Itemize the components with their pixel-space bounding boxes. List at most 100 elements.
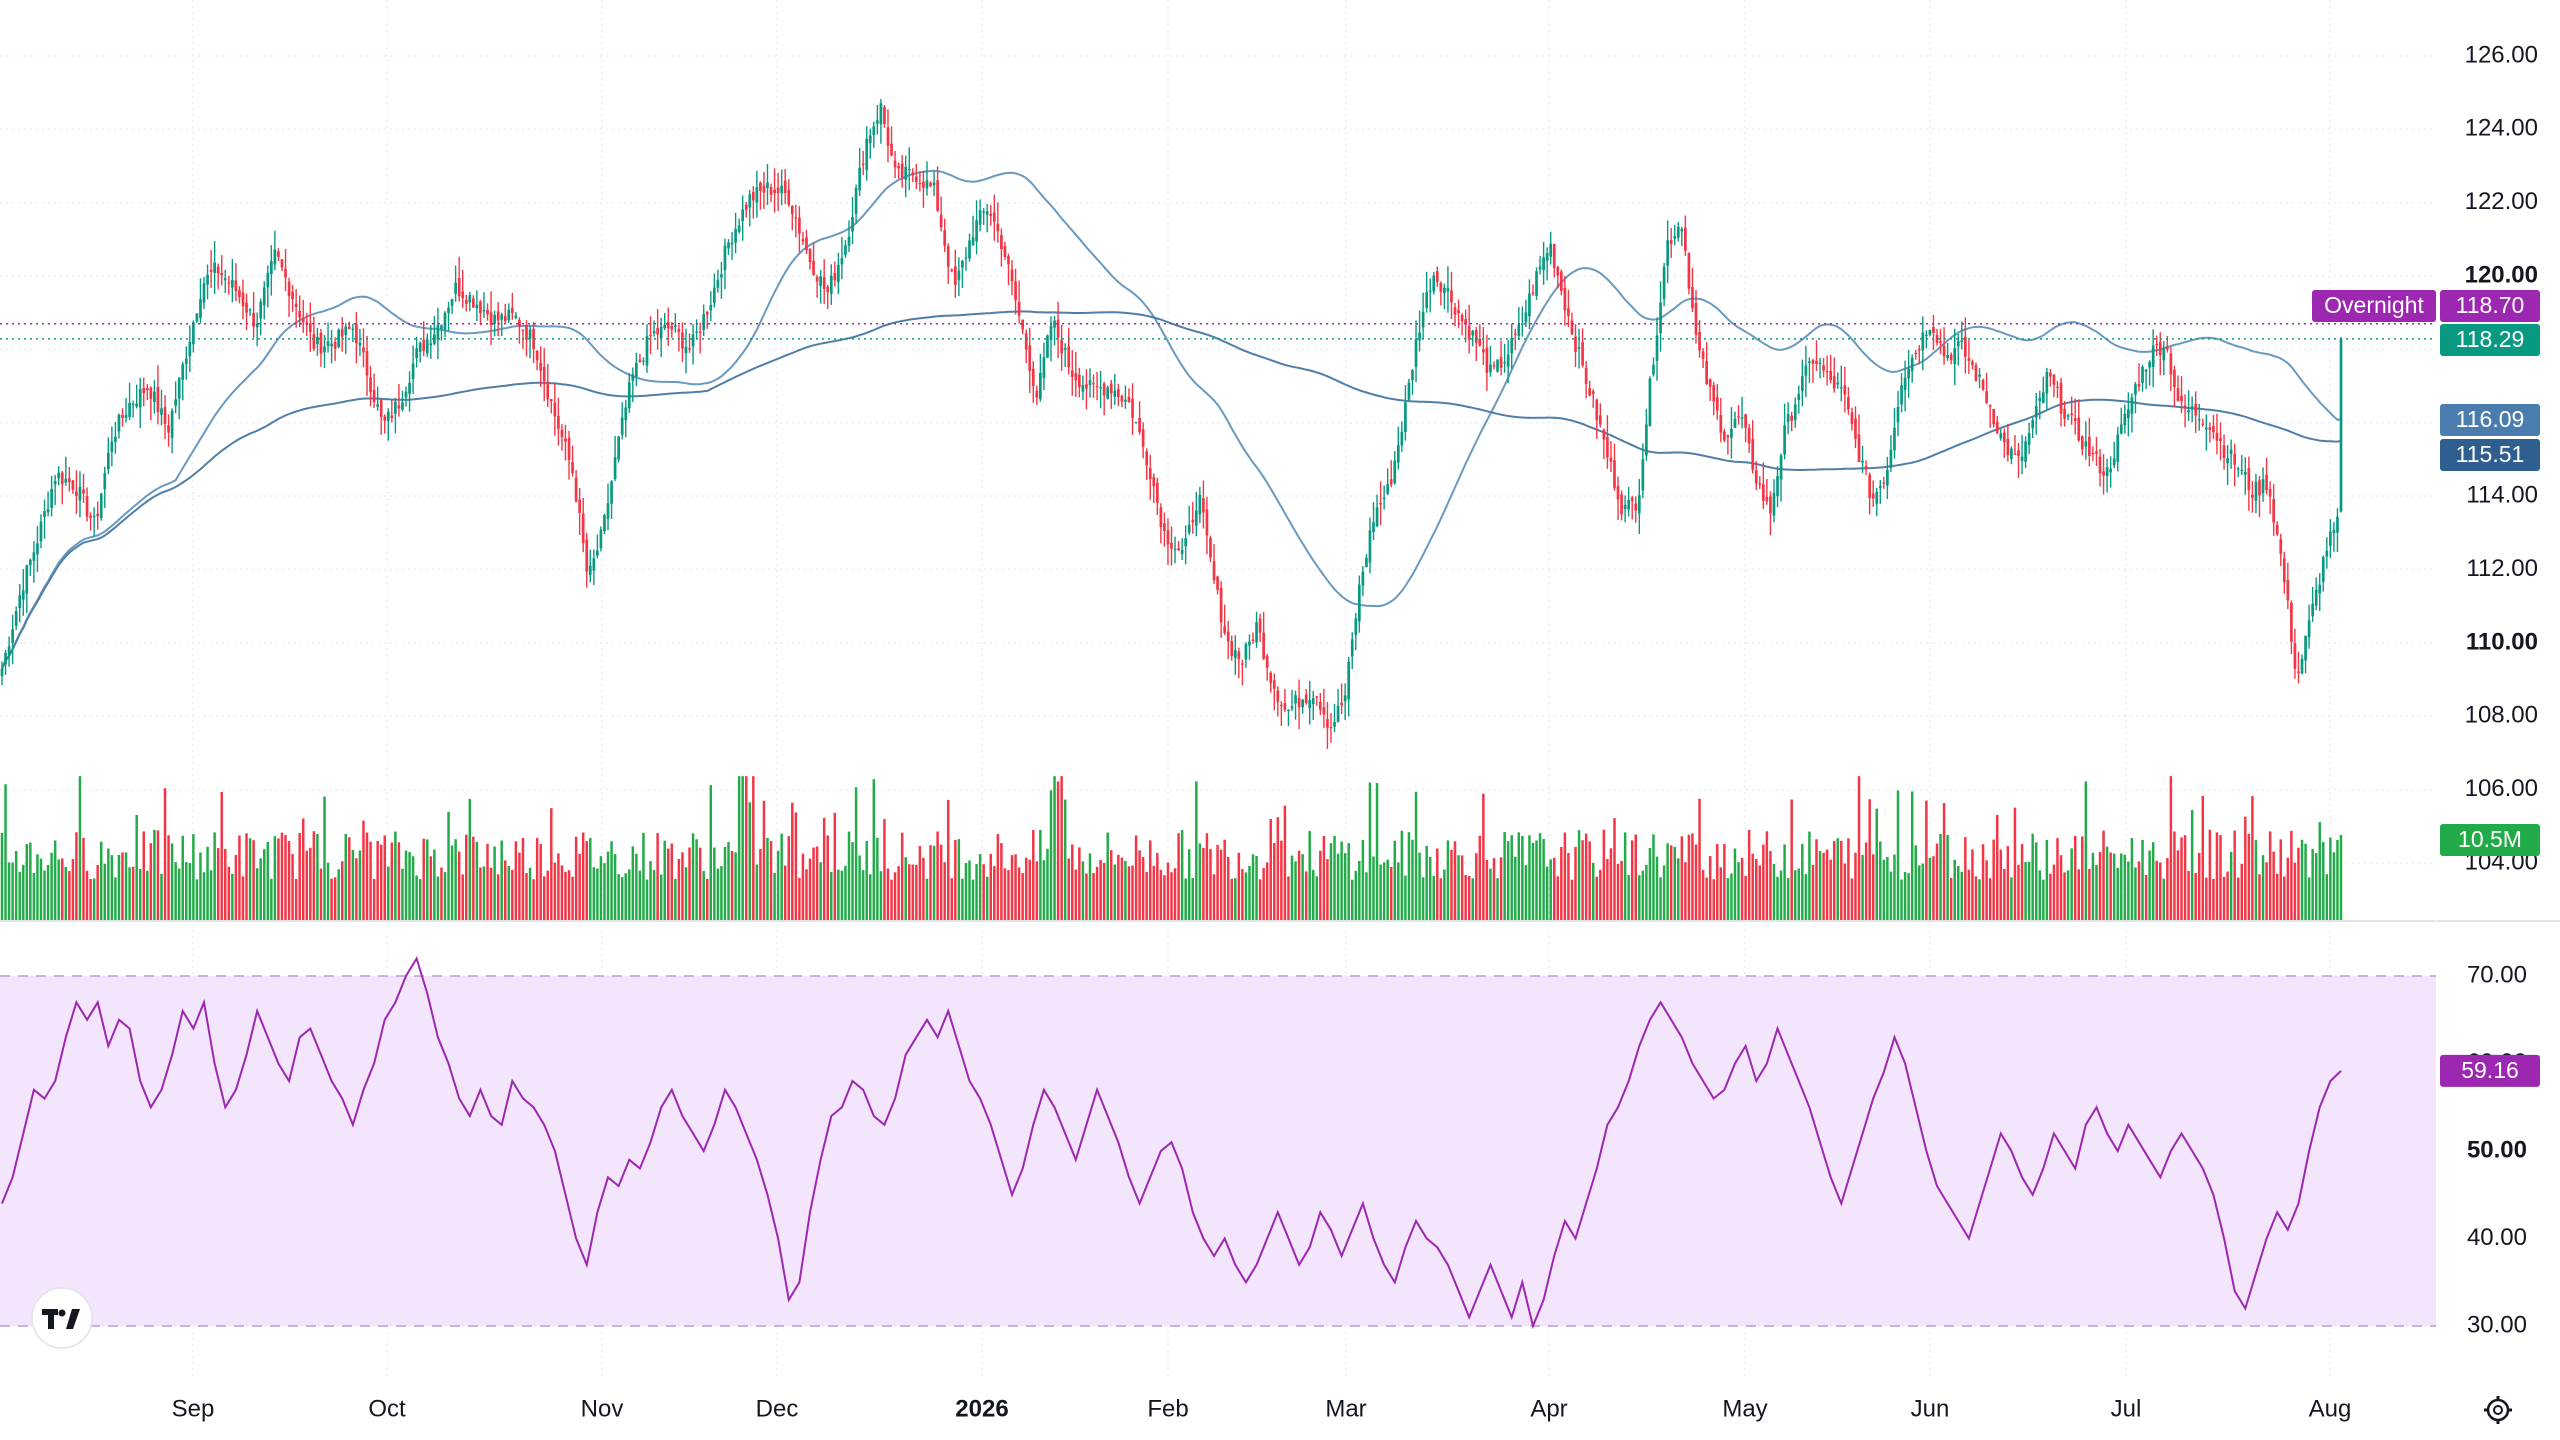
- candle-body: [2279, 539, 2283, 554]
- time-axis[interactable]: Sep Oct Nov Dec 2026 Feb Mar Apr May Jun Jul Aug: [172, 1395, 2352, 1422]
- candle-body: [1439, 283, 1443, 292]
- volume-bar: [227, 866, 231, 920]
- volume-bar: [1358, 860, 1361, 920]
- candle-body: [1705, 360, 1708, 385]
- candle-body: [897, 166, 900, 169]
- volume-bar: [316, 834, 319, 920]
- candle-body: [2293, 643, 2297, 669]
- volume-bar: [429, 856, 433, 920]
- candle-body: [2222, 445, 2226, 458]
- candle-body: [535, 350, 539, 361]
- volume-bar: [1024, 857, 1028, 920]
- volume-bar: [681, 852, 684, 920]
- candle-body: [1049, 325, 1053, 341]
- volume-bar: [1393, 840, 1397, 920]
- volume-bar: [1457, 855, 1460, 920]
- candle-body: [443, 312, 447, 330]
- candle-body: [1836, 382, 1840, 385]
- volume-bar: [440, 867, 443, 920]
- volume-bar: [149, 843, 153, 920]
- candle-body: [2041, 392, 2045, 403]
- candle-body: [2073, 418, 2077, 422]
- volume-bar: [1521, 835, 1524, 920]
- volume-bar: [1138, 850, 1141, 920]
- candle-body: [1719, 414, 1723, 433]
- volume-bar: [1599, 869, 1602, 920]
- candle-body: [355, 324, 358, 344]
- volume-bar: [1595, 876, 1599, 920]
- candle-body: [1861, 460, 1864, 463]
- candle-body: [457, 277, 461, 297]
- candle-body: [766, 182, 769, 189]
- volume-bar: [1372, 856, 1375, 920]
- candle-body: [822, 277, 826, 289]
- volume-bar: [1028, 859, 1031, 920]
- candle-body: [259, 301, 263, 319]
- volume-bar: [2098, 852, 2102, 920]
- volume-bar: [2038, 870, 2042, 920]
- candle-body: [67, 478, 71, 483]
- volume-bar: [2279, 839, 2282, 920]
- volume-bar: [1124, 860, 1127, 920]
- volume-bar: [1673, 846, 1676, 920]
- volume-bar: [769, 841, 773, 920]
- volume-bar: [2155, 860, 2158, 920]
- volume-bar: [1701, 870, 1705, 920]
- settings-gear-icon[interactable]: [2484, 1396, 2512, 1424]
- candle-body: [156, 386, 160, 413]
- volume-bar: [1095, 866, 1099, 920]
- candle-body: [1453, 307, 1457, 315]
- volume-bar: [372, 878, 376, 920]
- volume-bar: [1407, 832, 1411, 920]
- volume-bar: [1280, 840, 1283, 920]
- volume-bar: [514, 841, 518, 920]
- candle-body: [383, 416, 387, 421]
- candle-body: [2020, 456, 2024, 461]
- volume-bar: [954, 839, 957, 920]
- candle-body: [557, 415, 560, 429]
- candle-body: [1106, 387, 1110, 399]
- volume-bar: [1177, 833, 1180, 920]
- candle-body: [493, 314, 496, 324]
- candle-body: [1191, 519, 1195, 523]
- candle-body: [188, 341, 192, 357]
- candle-body: [1067, 346, 1071, 368]
- volume-bar: [2020, 844, 2024, 920]
- volume-bar: [904, 857, 907, 920]
- volume-bar: [2254, 840, 2258, 920]
- candle-body: [649, 334, 652, 337]
- candle-body: [2109, 468, 2112, 473]
- volume-bar: [606, 851, 610, 920]
- candle-body: [943, 230, 947, 246]
- volume-bar: [383, 835, 386, 920]
- candle-body: [216, 266, 220, 274]
- candle-body: [890, 143, 893, 156]
- candle-body: [2194, 403, 2198, 416]
- candle-body: [957, 270, 961, 281]
- candle-body: [1421, 311, 1425, 328]
- candle-body: [918, 182, 922, 185]
- volume-bar: [2275, 873, 2279, 920]
- volume-bar: [982, 864, 985, 920]
- candle-body: [716, 280, 720, 288]
- axis-badges: Overnight 118.70 118.29 116.09 115.51 10.5M 59…: [2312, 290, 2540, 1087]
- volume-bar: [146, 870, 149, 920]
- candle-body: [854, 187, 858, 214]
- candle-body: [2208, 427, 2212, 430]
- volume-bar: [46, 865, 50, 920]
- volume-bar: [433, 849, 436, 920]
- candle-body: [1255, 622, 1258, 643]
- volume-bar: [1485, 859, 1489, 920]
- tradingview-logo[interactable]: [31, 1287, 93, 1349]
- volume-bar: [2166, 858, 2169, 920]
- volume-bar: [1343, 853, 1347, 920]
- candle-body: [1630, 497, 1634, 502]
- candle-body: [1283, 703, 1287, 710]
- candle-body: [1981, 379, 1985, 390]
- volume-bar: [2120, 853, 2123, 920]
- candle-body: [1645, 424, 1648, 456]
- volume-bar: [163, 788, 167, 920]
- candle-body: [138, 388, 142, 408]
